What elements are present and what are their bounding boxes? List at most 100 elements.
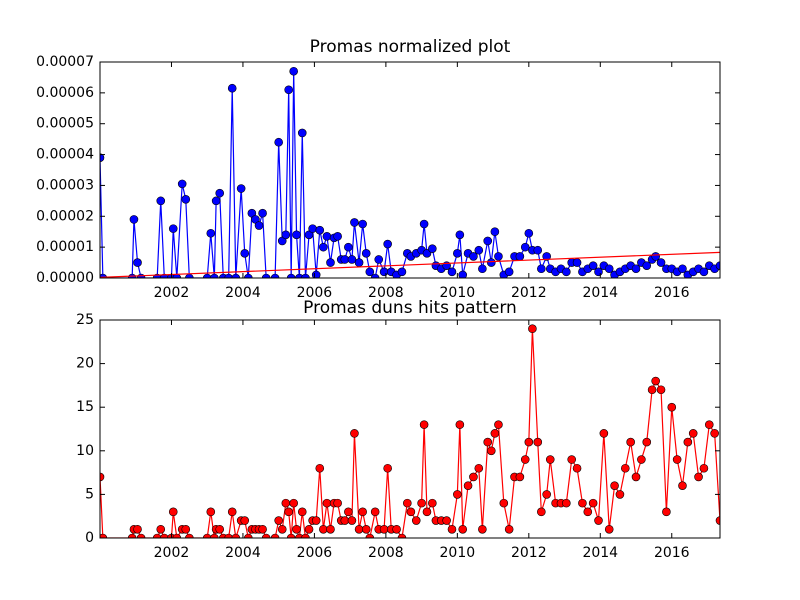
marker	[469, 252, 478, 261]
marker	[100, 153, 105, 162]
marker	[656, 385, 666, 395]
marker	[610, 481, 619, 490]
marker	[347, 516, 357, 525]
marker	[567, 455, 577, 464]
marker	[274, 137, 283, 147]
marker	[524, 437, 534, 447]
marker	[136, 533, 146, 538]
marker	[379, 267, 389, 277]
marker	[311, 516, 321, 525]
marker	[315, 225, 325, 235]
marker	[447, 524, 457, 534]
marker	[211, 196, 221, 206]
marker	[284, 85, 293, 95]
marker	[453, 249, 462, 258]
marker	[588, 261, 598, 270]
marker	[322, 232, 332, 241]
marker	[637, 455, 646, 464]
marker	[515, 472, 525, 482]
marker	[699, 267, 709, 277]
marker	[231, 273, 241, 278]
marker	[631, 472, 641, 482]
marker	[520, 242, 530, 252]
marker	[474, 463, 484, 473]
marker	[354, 258, 364, 267]
x-tick-label: 2014	[582, 545, 618, 561]
plot-area	[100, 324, 720, 538]
marker	[458, 270, 468, 278]
marker	[100, 533, 108, 538]
marker	[699, 463, 709, 473]
marker	[583, 507, 593, 517]
marker	[301, 533, 310, 538]
marker	[292, 524, 301, 534]
marker	[478, 264, 487, 274]
marker	[486, 446, 496, 456]
y-tick-label: 10	[76, 443, 94, 459]
marker	[350, 429, 359, 438]
marker	[417, 498, 426, 508]
y-tick-label: 0.00002	[36, 208, 94, 224]
x-tick-label: 2002	[154, 545, 190, 561]
marker	[520, 455, 530, 464]
marker	[455, 420, 465, 429]
x-tick-label: 2006	[297, 285, 333, 301]
marker	[319, 242, 328, 252]
marker	[224, 533, 233, 538]
marker	[524, 228, 534, 238]
marker	[379, 524, 389, 534]
marker	[133, 524, 142, 534]
marker	[129, 215, 139, 224]
marker	[297, 128, 307, 138]
marker	[354, 524, 364, 534]
marker	[156, 524, 166, 534]
marker	[442, 516, 451, 525]
marker	[160, 533, 169, 538]
marker	[261, 533, 271, 538]
y-tick-label: 25	[76, 312, 94, 328]
marker	[281, 230, 291, 240]
marker	[642, 437, 652, 447]
y-tick-label: 5	[85, 486, 94, 502]
marker	[533, 437, 543, 447]
axes-frame	[99, 61, 721, 279]
marker	[258, 208, 267, 218]
marker	[227, 83, 237, 93]
x-tick-label: 2004	[225, 285, 261, 301]
marker	[678, 264, 687, 274]
marker	[227, 507, 237, 517]
marker	[647, 385, 657, 395]
y-tick-label: 20	[76, 356, 94, 372]
chart-title: Promas normalized plot	[310, 37, 511, 57]
marker	[206, 228, 216, 238]
y-tick-label: 0	[85, 530, 94, 546]
marker	[304, 524, 314, 534]
marker	[383, 463, 392, 473]
y-tick-label: 0.00003	[36, 177, 94, 193]
x-tick-label: 2016	[654, 285, 690, 301]
marker	[694, 472, 703, 482]
marker	[406, 507, 416, 517]
y-tick-label: 0.00000	[36, 270, 94, 286]
x-tick-label: 2014	[582, 285, 618, 301]
marker	[224, 273, 233, 278]
marker	[397, 533, 407, 538]
marker	[615, 490, 625, 499]
marker	[474, 245, 484, 255]
marker	[715, 261, 720, 270]
marker	[411, 516, 421, 525]
marker	[244, 533, 253, 538]
marker	[578, 498, 587, 508]
marker	[542, 252, 551, 261]
marker	[326, 524, 335, 534]
marker	[289, 66, 298, 76]
marker	[542, 490, 551, 499]
y-tick-label: 0.00001	[36, 239, 94, 255]
marker	[483, 437, 493, 447]
marker	[499, 498, 509, 508]
marker	[533, 245, 543, 255]
marker	[261, 273, 271, 278]
marker	[168, 224, 178, 233]
marker	[490, 429, 500, 438]
marker	[152, 533, 162, 538]
